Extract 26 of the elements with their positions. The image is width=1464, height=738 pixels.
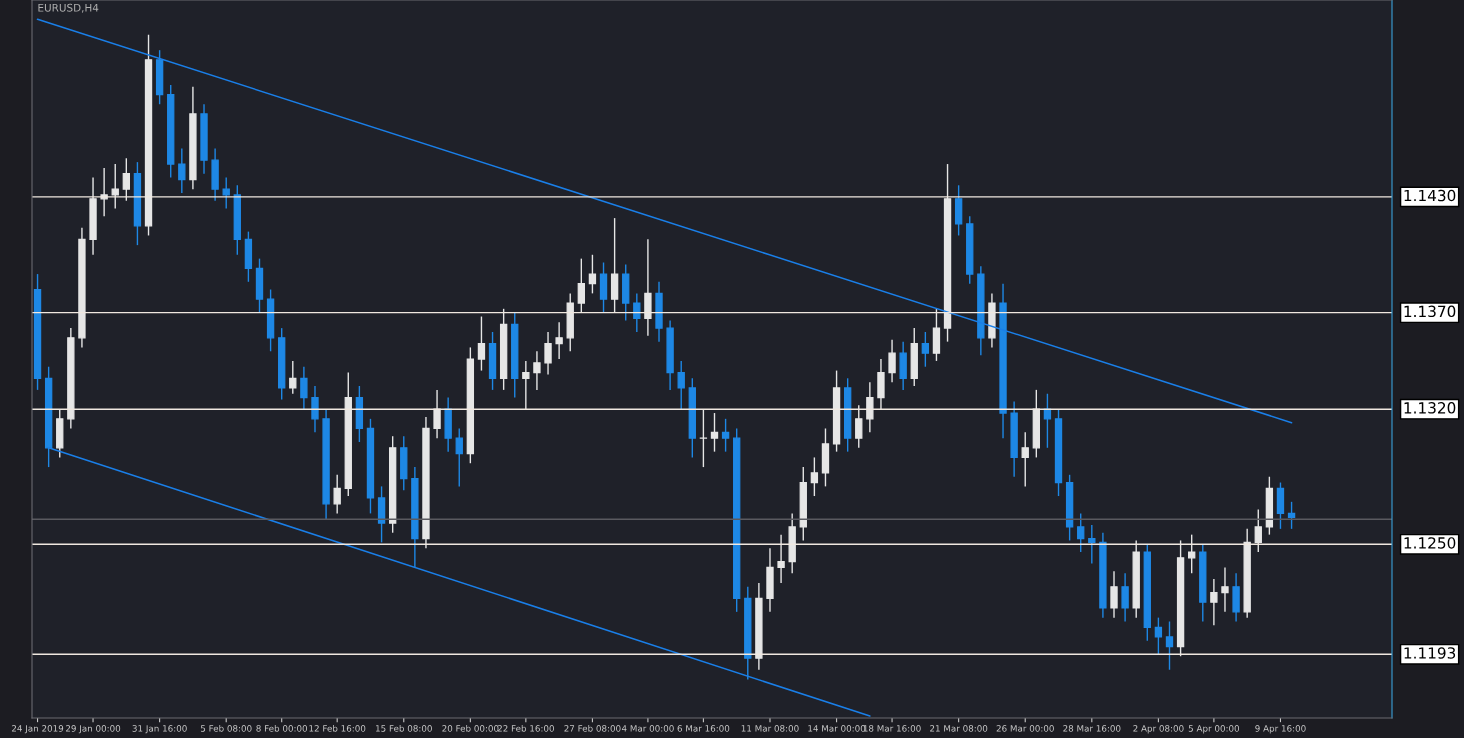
x-tick-label: 21 Mar 08:00 <box>930 725 988 732</box>
x-tick-label: 24 Jan 2019 <box>11 725 64 734</box>
ref-line-label: 1.1250 <box>1404 537 1456 549</box>
ref-line-label: 1.1320 <box>1404 402 1456 414</box>
x-tick-label: 9 Apr 16:00 <box>1255 725 1306 734</box>
x-tick-label: 6 Mar 16:00 <box>677 725 730 732</box>
x-tick-label: 29 Jan 00:00 <box>65 725 121 734</box>
x-tick-label: 20 Feb 00:00 <box>442 724 499 732</box>
chart-title: EURUSD,H4 <box>38 3 99 13</box>
ref-line-label: 1.1370 <box>1404 305 1456 318</box>
ref-line-label: 1.1430 <box>1404 189 1456 202</box>
x-tick-label: 2 Apr 08:00 <box>1133 725 1184 734</box>
x-tick-label: 26 Mar 00:00 <box>996 725 1054 732</box>
x-tick-label: 5 Feb 08:00 <box>200 724 252 732</box>
x-tick-label: 4 Mar 00:00 <box>621 725 674 732</box>
x-tick-label: 5 Apr 00:00 <box>1188 725 1240 734</box>
x-tick-label: 15 Feb 08:00 <box>376 724 432 732</box>
x-tick-label: 31 Jan 16:00 <box>132 725 187 734</box>
x-tick-label: 27 Feb 08:00 <box>564 724 621 732</box>
x-tick-label: 8 Feb 00:00 <box>256 724 308 732</box>
x-tick-label: 22 Feb 16:00 <box>497 724 554 732</box>
x-tick-label: 14 Mar 00:00 <box>808 725 866 732</box>
x-tick-label: 28 Mar 16:00 <box>1063 725 1121 732</box>
x-tick-label: 12 Feb 16:00 <box>309 724 366 732</box>
ref-line-label: 1.1193 <box>1404 647 1456 659</box>
x-tick-label: 11 Mar 08:00 <box>741 725 799 732</box>
